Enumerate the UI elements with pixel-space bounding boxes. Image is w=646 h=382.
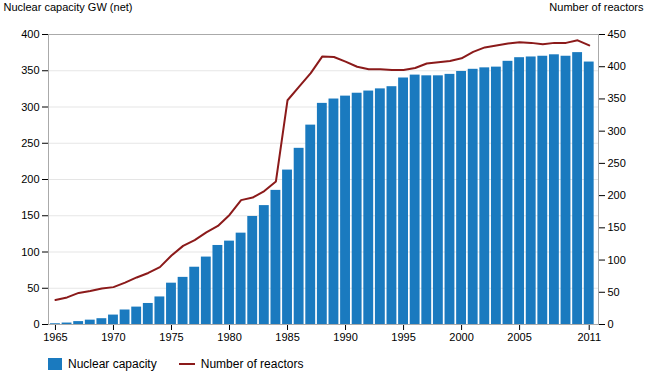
svg-text:2011: 2011 (577, 331, 601, 343)
svg-text:2005: 2005 (507, 331, 531, 343)
svg-text:100: 100 (608, 254, 626, 266)
svg-text:1980: 1980 (217, 331, 241, 343)
svg-text:0: 0 (33, 318, 39, 330)
svg-text:1970: 1970 (101, 331, 125, 343)
svg-text:200: 200 (608, 189, 626, 201)
svg-text:450: 450 (608, 28, 626, 40)
svg-text:1965: 1965 (43, 331, 67, 343)
svg-text:150: 150 (21, 209, 39, 221)
svg-text:1985: 1985 (275, 331, 299, 343)
svg-text:1995: 1995 (391, 331, 415, 343)
html-text:Number of reactors: Number of reactors (200, 357, 304, 371)
svg-text:250: 250 (21, 137, 39, 149)
svg-text:50: 50 (608, 286, 620, 298)
svg-text:100: 100 (21, 246, 39, 258)
svg-text:200: 200 (21, 173, 39, 185)
svg-text:50: 50 (27, 282, 39, 294)
svg-text:350: 350 (608, 92, 626, 104)
svg-text:250: 250 (608, 157, 626, 169)
svg-text:Nuclear capacity GW (net): Nuclear capacity GW (net) (4, 1, 133, 13)
html-text:Nuclear capacity: Nuclear capacity (68, 357, 157, 371)
svg-text:2000: 2000 (449, 331, 473, 343)
svg-text:400: 400 (21, 28, 39, 40)
svg-text:1975: 1975 (159, 331, 183, 343)
svg-text:300: 300 (21, 101, 39, 113)
svg-text:400: 400 (608, 60, 626, 72)
svg-text:350: 350 (21, 64, 39, 76)
svg-text:1990: 1990 (333, 331, 357, 343)
svg-text:150: 150 (608, 221, 626, 233)
svg-text:0: 0 (608, 318, 614, 330)
svg-text:300: 300 (608, 125, 626, 137)
svg-text:Number of reactors: Number of reactors (549, 1, 644, 13)
